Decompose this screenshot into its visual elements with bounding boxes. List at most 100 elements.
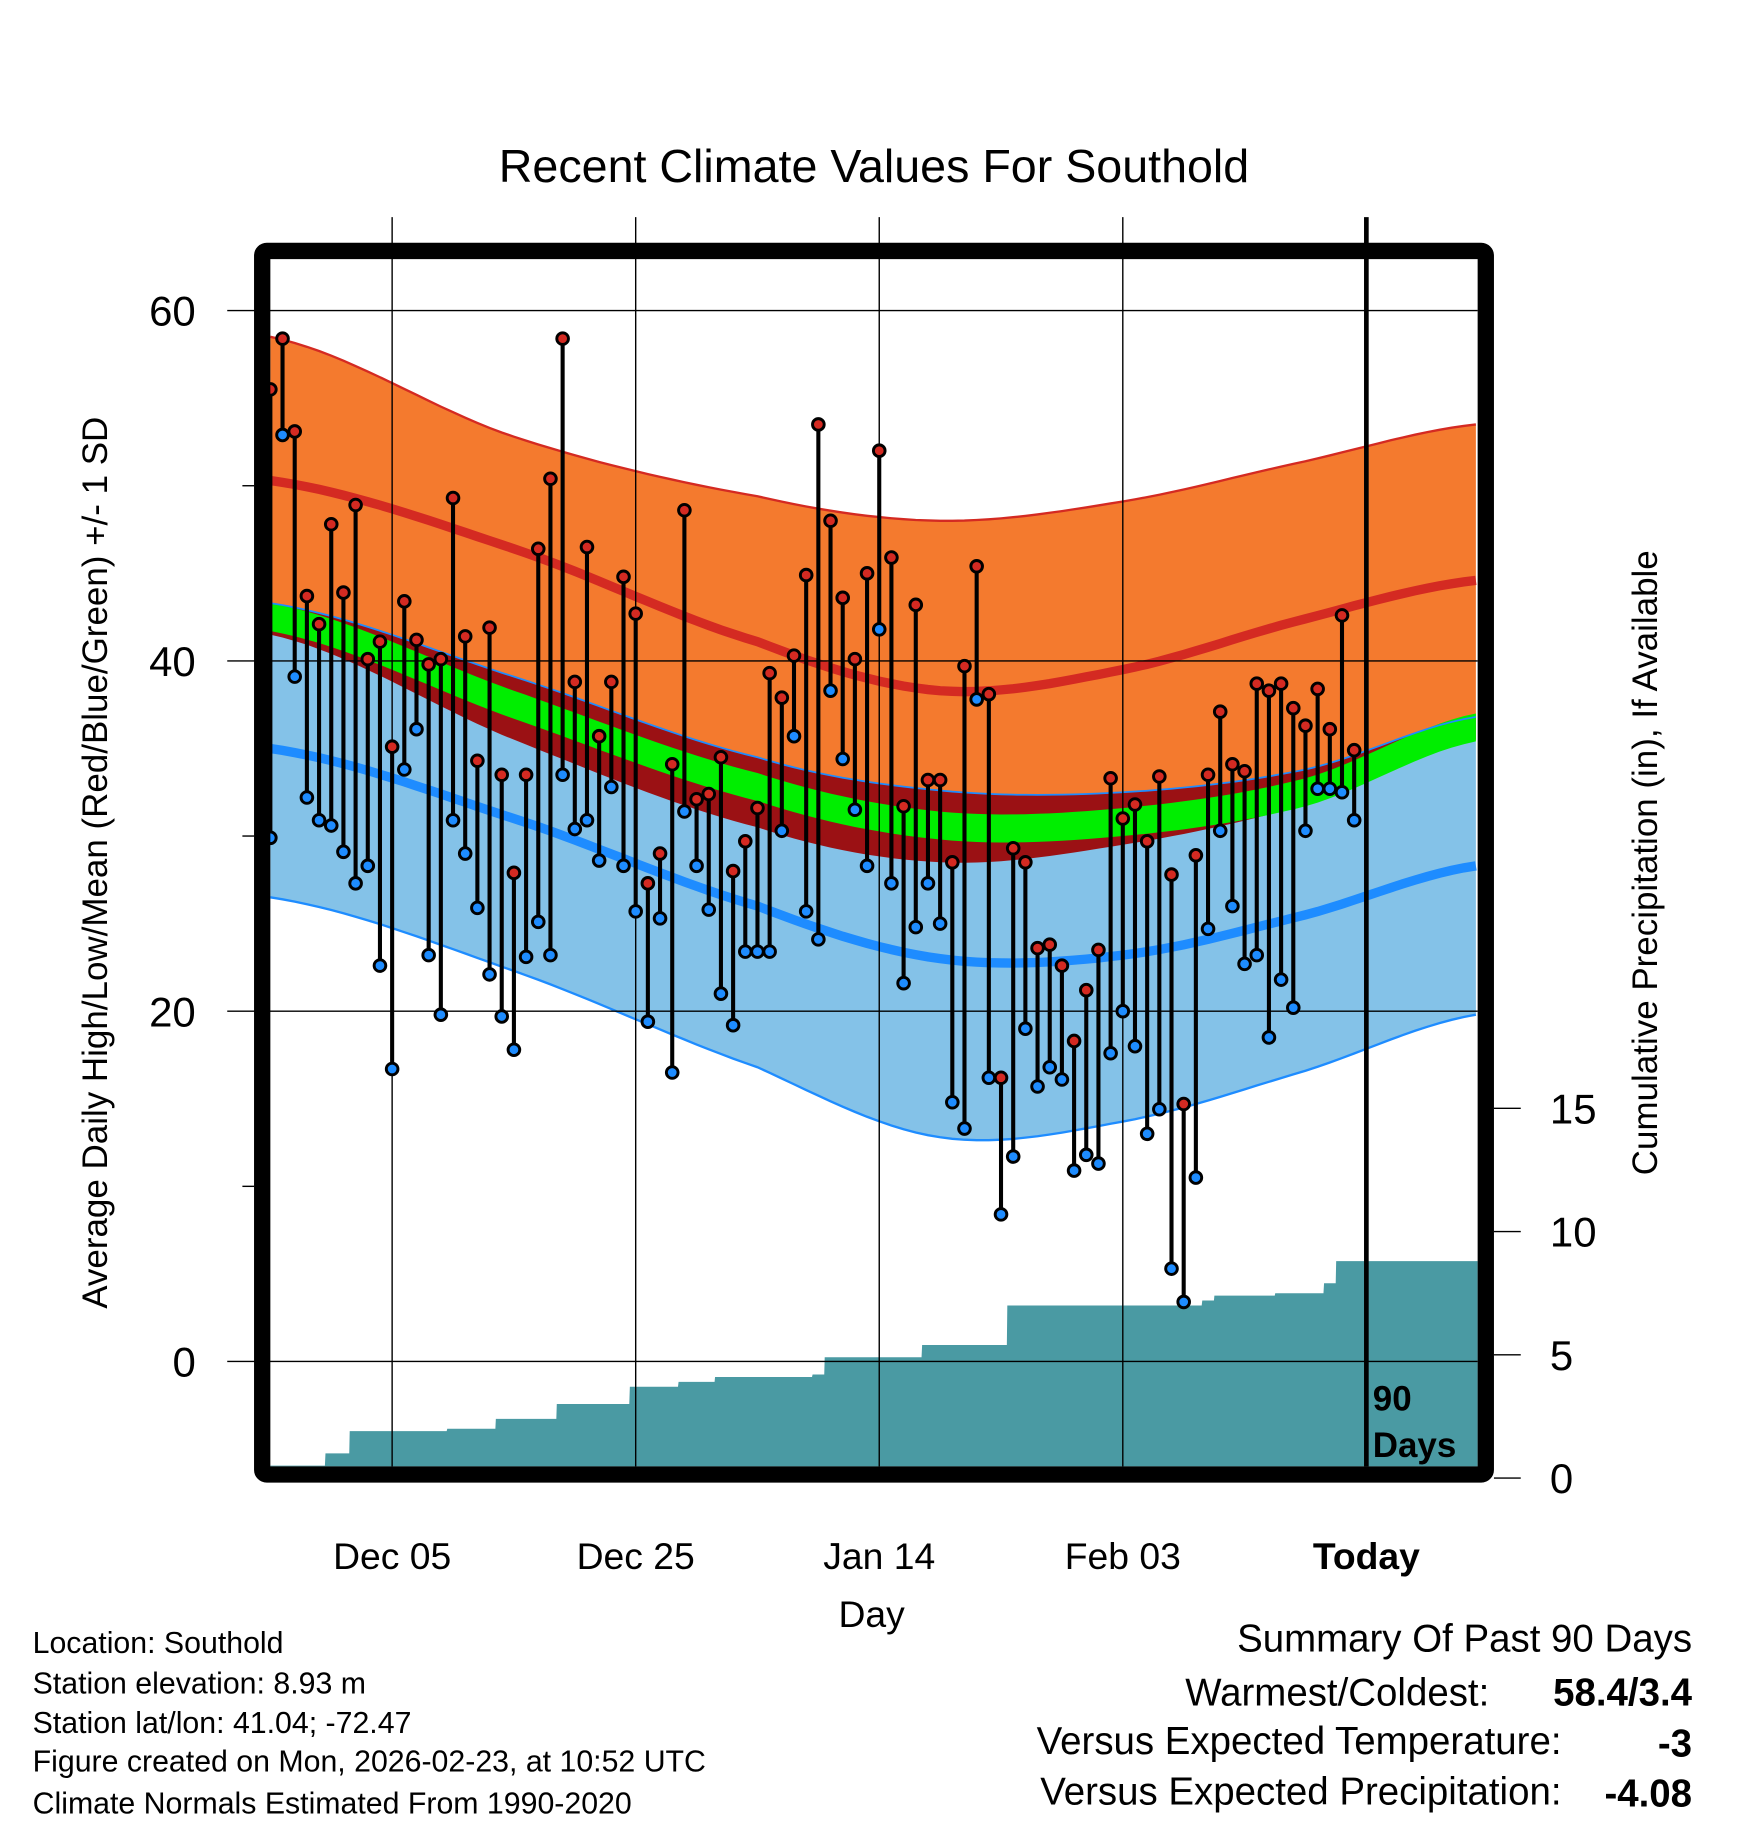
daily-high-point	[372, 634, 388, 649]
daily-low-point	[664, 1065, 680, 1080]
daily-high-point	[945, 855, 960, 870]
daily-high-point	[1322, 721, 1338, 737]
daily-high-point	[1042, 937, 1058, 952]
daily-high-point	[445, 490, 461, 506]
daily-high-point	[384, 739, 400, 754]
daily-low-point	[1298, 823, 1313, 839]
daily-low-point	[360, 858, 376, 874]
daily-low-point	[957, 1121, 972, 1136]
daily-high-point	[1188, 848, 1204, 863]
daily-low-point	[299, 790, 315, 805]
daily-high-point	[567, 674, 583, 690]
daily-high-point	[360, 651, 376, 667]
low-minus-sd-line	[270, 896, 1477, 1142]
daily-low-point	[457, 846, 473, 861]
daily-low-point	[1005, 1149, 1021, 1164]
warmest-value: 58.4/3.4	[1553, 1671, 1693, 1714]
daily-high-point	[397, 594, 412, 609]
daily-low-point	[1273, 972, 1289, 987]
daily-low-point	[1225, 898, 1240, 914]
daily-low-point	[628, 904, 643, 919]
daily-high-point	[762, 665, 777, 681]
daily-range-bars	[263, 331, 1362, 1310]
daily-low-point	[1042, 1059, 1058, 1075]
daily-low-point	[1030, 1079, 1045, 1094]
daily-low-point	[774, 823, 790, 839]
daily-high-point	[920, 772, 936, 788]
daily-low-point	[616, 858, 631, 874]
daily-high-point	[896, 798, 911, 814]
daily-high-point	[348, 497, 363, 513]
daily-low-point	[384, 1061, 400, 1077]
footer-created: Figure created on Mon, 2026-02-23, at 10…	[33, 1746, 706, 1779]
daily-low-point	[884, 876, 899, 891]
footer-latlon: Station lat/lon: 41.04; -72.47	[33, 1707, 412, 1740]
daily-low-point	[1054, 1072, 1070, 1087]
period-label-number: 90	[1373, 1379, 1412, 1418]
precip-label: Versus Expected Precipitation:	[1040, 1770, 1561, 1813]
daily-high-point	[1249, 676, 1265, 691]
daily-low-point	[591, 853, 607, 868]
daily-high-point	[932, 772, 948, 788]
daily-low-point	[811, 932, 826, 947]
daily-low-point	[969, 692, 984, 707]
daily-low-point	[677, 804, 692, 819]
daily-low-point	[1127, 1038, 1143, 1054]
daily-low-point	[1286, 1000, 1301, 1015]
daily-high-point	[713, 749, 729, 765]
daily-high-point	[884, 550, 899, 565]
daily-low-point	[701, 902, 717, 917]
daily-high-point	[859, 566, 875, 581]
daily-low-point	[738, 944, 753, 959]
daily-high-point	[689, 791, 704, 807]
footer-elevation: Station elevation: 8.93 m	[33, 1668, 366, 1701]
daily-low-point	[640, 1014, 656, 1029]
daily-high-point	[518, 767, 534, 783]
daily-high-point	[1334, 608, 1350, 623]
y-tick-label: 0	[172, 1339, 195, 1386]
daily-low-point	[896, 975, 911, 991]
daily-high-point	[798, 567, 814, 583]
daily-low-point	[421, 947, 436, 963]
daily-high-point	[1310, 681, 1325, 697]
daily-low-point	[1322, 781, 1338, 797]
daily-low-point	[518, 949, 534, 965]
daily-low-point	[567, 821, 583, 837]
daily-low-point	[1334, 784, 1350, 800]
daily-high-point	[1164, 867, 1179, 882]
daily-high-point	[1005, 841, 1021, 856]
daily-high-point	[725, 863, 741, 879]
x-axis-label: Day	[839, 1593, 906, 1635]
high-plus-sd-line	[270, 335, 1477, 522]
daily-low-point	[336, 844, 351, 860]
footer-normals: Climate Normals Estimated From 1990-2020	[33, 1788, 632, 1821]
daily-low-point	[543, 947, 558, 963]
daily-high-point	[664, 756, 680, 772]
daily-high-point	[1212, 704, 1228, 719]
daily-high-point	[1176, 1096, 1191, 1112]
daily-high-point	[823, 513, 838, 529]
daily-low-point	[275, 427, 290, 443]
y2-tick-label: 15	[1550, 1085, 1597, 1132]
daily-low-point	[762, 944, 777, 959]
daily-low-point	[530, 914, 546, 930]
daily-high-point	[1346, 742, 1362, 758]
daily-low-point	[1078, 1147, 1094, 1163]
daily-high-point	[323, 516, 339, 532]
daily-low-point	[1152, 1101, 1167, 1117]
daily-low-point	[689, 858, 704, 874]
daily-high-point	[470, 753, 485, 769]
daily-low-point	[920, 876, 936, 891]
daily-high-point	[640, 876, 656, 891]
daily-high-point	[1030, 940, 1045, 956]
cumulative-precip-area	[270, 1261, 1478, 1467]
daily-high-point	[1152, 769, 1167, 784]
daily-high-point	[555, 331, 570, 346]
precipitation-area	[270, 1261, 1478, 1467]
daily-low-point	[1176, 1294, 1191, 1310]
daily-high-point	[957, 658, 972, 674]
daily-high-point	[1261, 683, 1277, 698]
daily-high-point	[628, 606, 643, 621]
temp-departure-value: -3	[1658, 1723, 1692, 1766]
